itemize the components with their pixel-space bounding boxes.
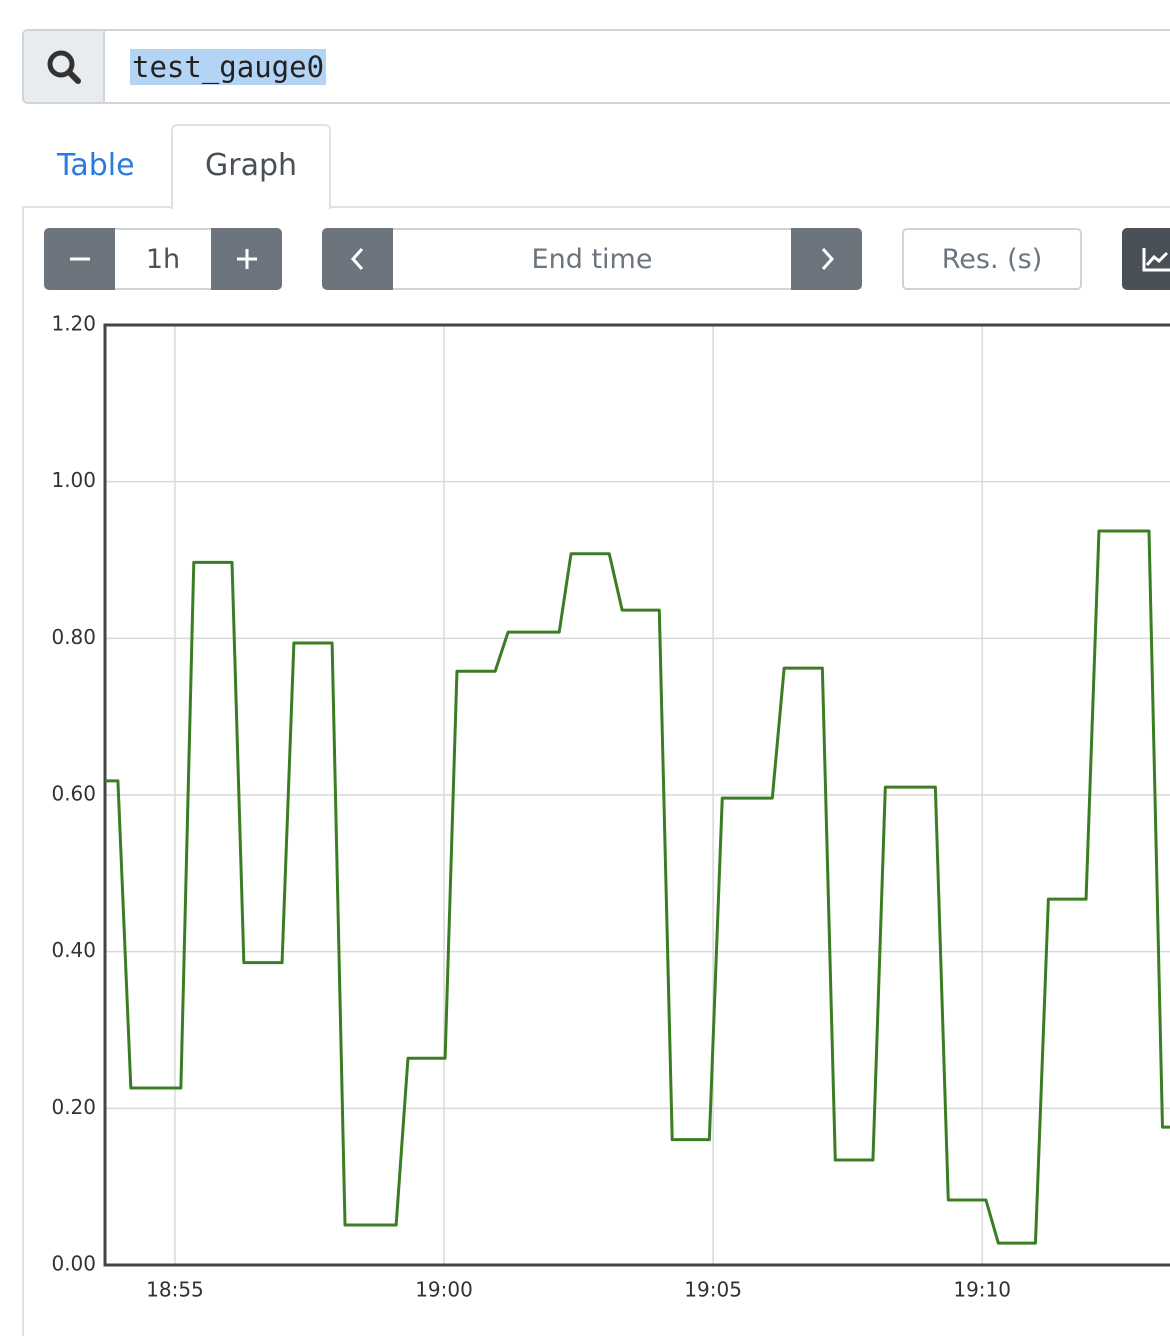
y-tick-label: 0.60: [51, 782, 96, 806]
range-input[interactable]: 1h: [115, 228, 211, 290]
search-bar[interactable]: [22, 29, 1170, 104]
tab-graph[interactable]: Graph: [205, 148, 298, 183]
y-tick-label: 0.20: [51, 1095, 96, 1119]
magnifier: [47, 50, 81, 84]
x-tick-label: 19:05: [684, 1278, 742, 1302]
right-icon: [821, 247, 834, 271]
y-tick-label: 0.40: [51, 938, 96, 962]
tab-graph-box[interactable]: [171, 124, 331, 209]
plus-icon: [236, 249, 257, 269]
y-tick-label: 0.00: [51, 1252, 96, 1276]
query-text[interactable]: test_gauge0: [130, 49, 327, 85]
end-time-placeholder: End time: [531, 243, 653, 275]
tab-table[interactable]: Table: [57, 148, 135, 183]
x-tick-label: 18:55: [146, 1278, 204, 1302]
chart-icon: [1142, 248, 1170, 272]
x-tick-label: 19:10: [953, 1278, 1011, 1302]
minus-icon: [69, 257, 90, 261]
series-line: [105, 529, 1170, 1245]
tab-panel: [22, 206, 1170, 1336]
range-text: 1h: [145, 243, 181, 275]
end-time-input[interactable]: End time: [393, 228, 791, 290]
chart-type-button[interactable]: [1122, 228, 1170, 290]
resolution-input[interactable]: Res. (s): [902, 228, 1082, 290]
x-tick-label: 19:00: [415, 1278, 473, 1302]
left-icon: [350, 247, 363, 271]
decrease-range[interactable]: [44, 228, 115, 290]
y-tick-label: 0.80: [51, 625, 96, 649]
y-tick-label: 1.00: [51, 468, 96, 492]
next-time[interactable]: [791, 228, 862, 290]
resolution-placeholder: Res. (s): [941, 243, 1043, 275]
previous-time[interactable]: [322, 228, 393, 290]
search-icon: [24, 31, 105, 102]
plot-frame: [103, 323, 1170, 1267]
y-tick-label: 1.20: [51, 312, 96, 336]
increase-range[interactable]: [211, 228, 282, 290]
